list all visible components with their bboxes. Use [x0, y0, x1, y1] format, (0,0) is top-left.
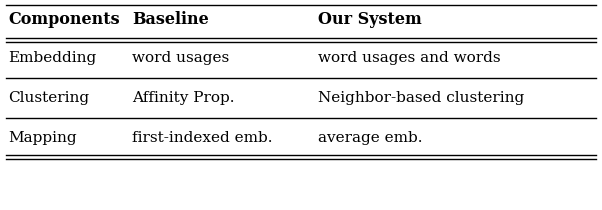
Text: Affinity Prop.: Affinity Prop. [132, 91, 235, 105]
Text: Components: Components [8, 12, 120, 29]
Text: average emb.: average emb. [318, 131, 423, 145]
Text: Neighbor-based clustering: Neighbor-based clustering [318, 91, 524, 105]
Text: Baseline: Baseline [132, 12, 209, 29]
Text: Mapping: Mapping [8, 131, 76, 145]
Text: word usages and words: word usages and words [318, 51, 501, 65]
Text: Our System: Our System [318, 12, 422, 29]
Text: first-indexed emb.: first-indexed emb. [132, 131, 273, 145]
Text: Embedding: Embedding [8, 51, 96, 65]
Text: Clustering: Clustering [8, 91, 89, 105]
Text: word usages: word usages [132, 51, 229, 65]
